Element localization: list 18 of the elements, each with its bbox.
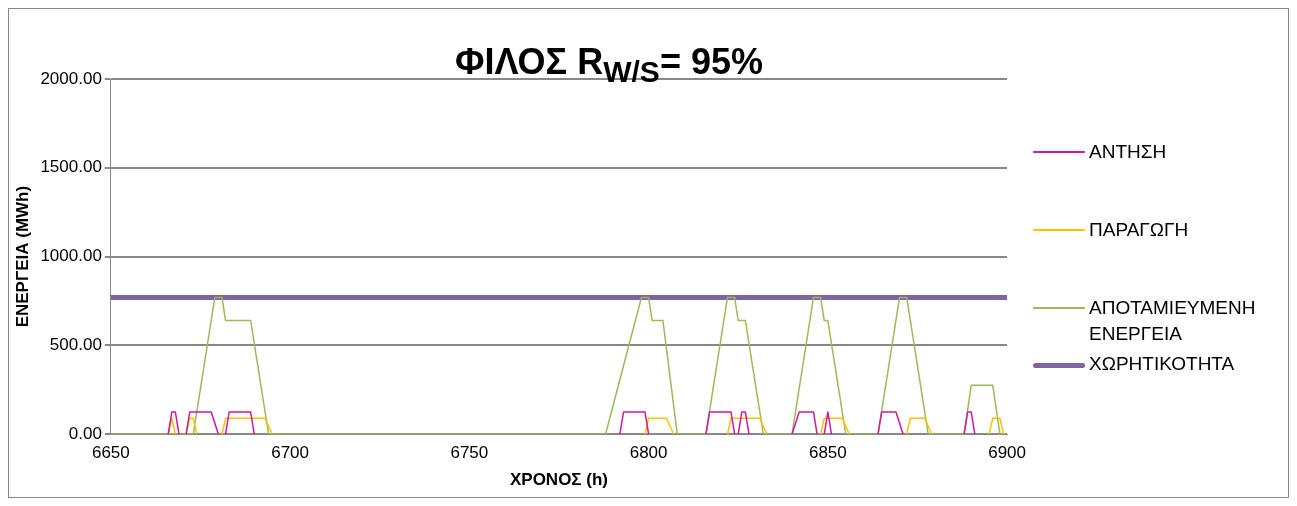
x-tick-label: 6750 (450, 443, 489, 463)
x-tick-label: 6850 (808, 443, 847, 463)
x-axis-title: ΧΡΟΝΟΣ (h) (509, 470, 608, 490)
legend-label: ΧΩΡΗΤΙΚΟΤΗΤΑ (1089, 352, 1236, 376)
x-tick-label: 6900 (988, 443, 1026, 463)
chart-title: ΦΙΛΟΣ R$_{W/S}$= 95% (454, 41, 764, 90)
x-tick-label: 6700 (271, 443, 310, 463)
y-tick-label: 1000.00 (40, 246, 102, 266)
y-axis-title: ΕΝΕΡΓΕΙΑ (MWh) (12, 185, 32, 328)
y-tick-label: 500.00 (49, 335, 102, 355)
legend-label: ΑΝΤΗΣΗ (1089, 140, 1168, 164)
legend-label: ΠΑΡΑΓΩΓΗ (1089, 218, 1190, 242)
y-tick-label: 0.00 (68, 423, 102, 443)
x-tick-label: 6800 (629, 443, 668, 463)
legend-label: ΑΠΟΤΑΜΙΕΥΜΕΝΗ ΕΝΕΡΓΕΙΑ (1089, 296, 1257, 346)
y-tick-label: 1500.00 (40, 157, 102, 177)
y-tick-label: 2000.00 (40, 68, 102, 88)
x-tick-label: 6650 (91, 443, 130, 463)
